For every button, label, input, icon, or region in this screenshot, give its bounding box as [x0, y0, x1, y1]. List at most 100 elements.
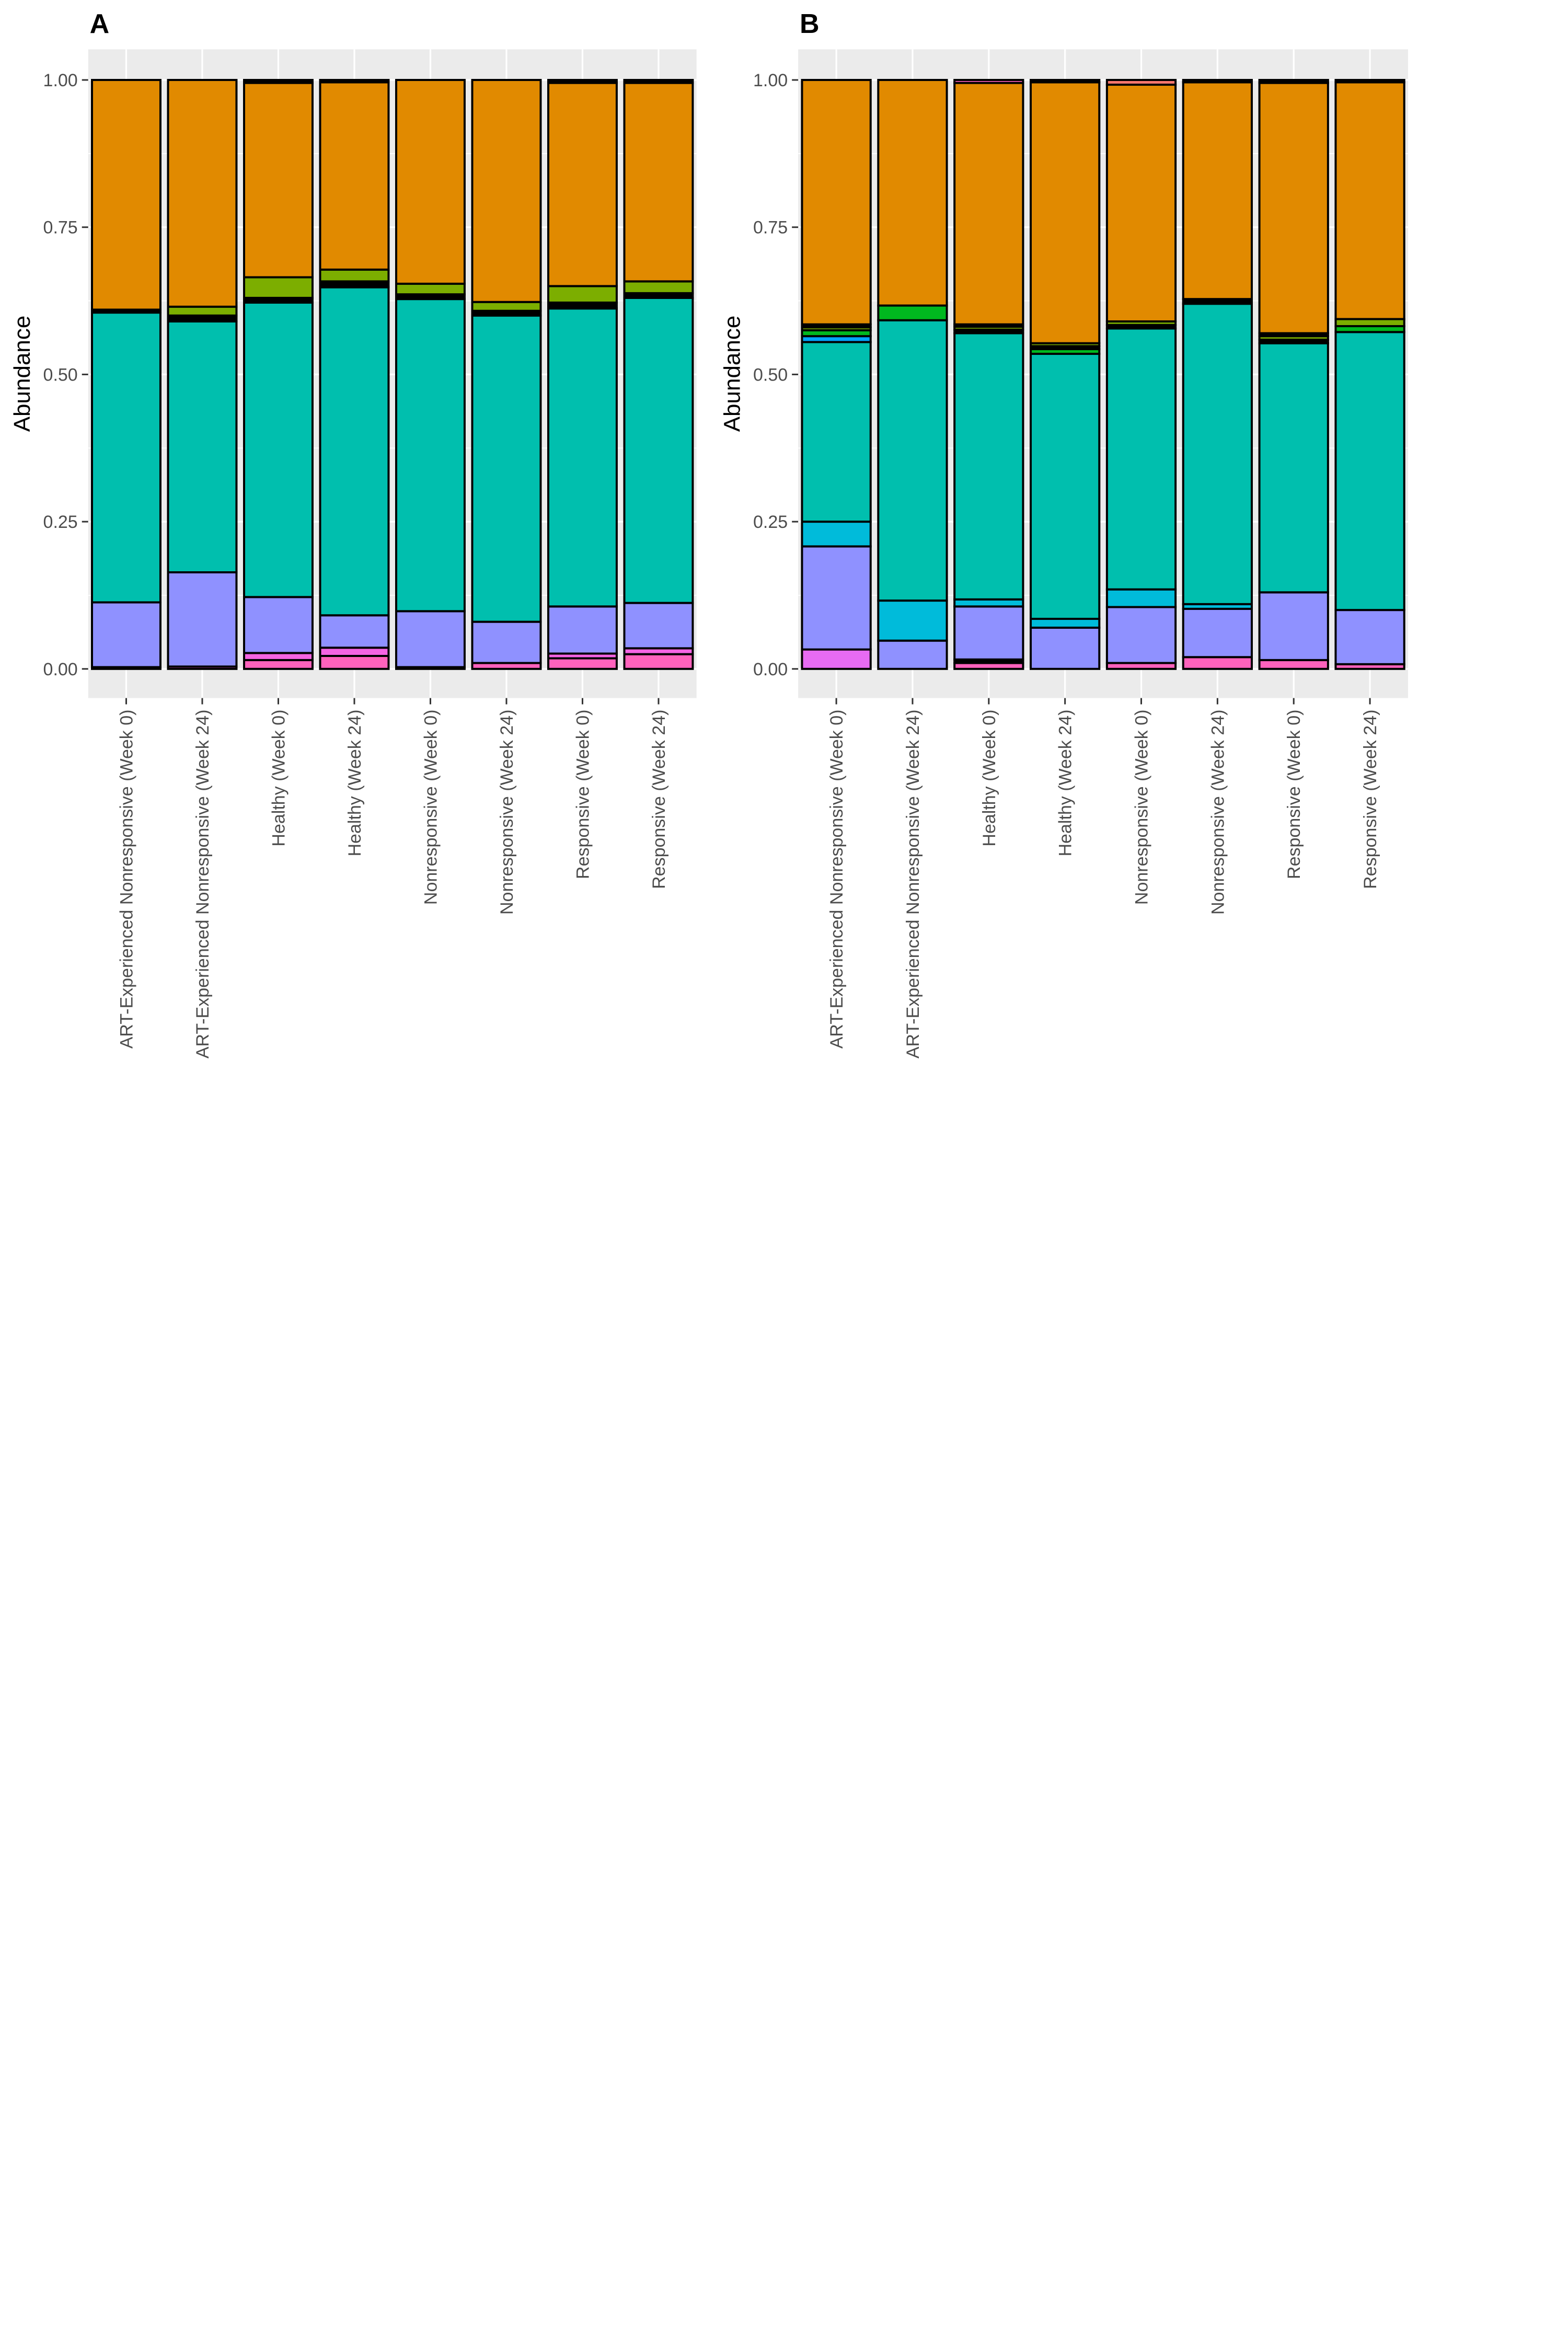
bar-segment	[877, 639, 948, 670]
bar-2	[167, 79, 238, 670]
x-tick-label: Responsive (Week 0)	[1284, 710, 1304, 879]
panel-label: B	[800, 9, 820, 39]
bar-segment	[243, 652, 314, 661]
bar-segment	[1258, 342, 1329, 594]
bar-segment	[1030, 618, 1101, 629]
bar-segment	[801, 648, 872, 670]
y-tick-label: 0.50	[753, 365, 788, 385]
bar-segment	[547, 79, 618, 84]
y-tick-label: 0.00	[753, 660, 788, 679]
y-tick-label: 0.25	[43, 512, 78, 532]
bar-segment	[319, 655, 390, 670]
bar-segment	[623, 653, 694, 670]
bar-segment	[471, 620, 542, 664]
bar-segment	[167, 320, 238, 573]
x-tick-label: Nonresponsive (Week 0)	[1132, 710, 1152, 905]
bar-segment	[395, 282, 466, 296]
bar-segment	[167, 79, 238, 308]
bar-segment	[953, 332, 1024, 601]
bar-segment	[1105, 84, 1177, 322]
x-tick-label: ART-Experienced Nonresponsive (Week 24)	[903, 710, 923, 1059]
y-tick-label: 1.00	[753, 71, 788, 90]
bar-segment	[319, 268, 390, 283]
x-tick-label: Healthy (Week 0)	[269, 710, 289, 847]
bar-7	[1258, 79, 1329, 670]
bar-segment	[1105, 588, 1177, 608]
y-tick-label: 1.00	[43, 71, 78, 90]
bar-segment	[877, 79, 948, 307]
x-tick-label: ART-Experienced Nonresponsive (Week 0)	[827, 710, 847, 1049]
bar-segment	[167, 571, 238, 668]
bar-segment	[1030, 352, 1101, 620]
bar-segment	[319, 647, 390, 658]
bar-segment	[91, 79, 162, 311]
bar-4	[1030, 79, 1101, 670]
bar-segment	[547, 657, 618, 670]
bar-segment	[1334, 81, 1405, 320]
bar-segment	[801, 545, 872, 651]
bar-segment	[547, 82, 618, 287]
x-tick-label: Healthy (Week 24)	[345, 710, 365, 857]
bar-segment	[1334, 318, 1405, 328]
bar-8	[623, 79, 694, 670]
bar-segment	[1182, 303, 1253, 605]
bar-segment	[547, 285, 618, 304]
bar-segment	[623, 82, 694, 283]
bar-6	[1182, 79, 1253, 670]
bar-5	[395, 79, 466, 670]
bar-segment	[395, 610, 466, 668]
bar-segment	[953, 79, 1024, 84]
bar-segment	[877, 599, 948, 642]
bar-segment	[1105, 606, 1177, 664]
y-tick-label: 0.50	[43, 365, 78, 385]
panel-B: 0.00 0.25 0.50 0.75 1.00 ART-Experienced Nonr…	[720, 9, 1408, 1058]
bar-segment	[243, 301, 314, 598]
bar-segment	[1182, 607, 1253, 659]
y-axis-title: Abundance	[9, 316, 35, 432]
bar-segment	[1334, 331, 1405, 612]
bar-segment	[801, 341, 872, 523]
y-tick-label: 0.75	[753, 218, 788, 238]
bar-segment	[243, 659, 314, 670]
bar-segment	[547, 307, 618, 608]
bar-5	[1105, 79, 1177, 670]
bar-segment	[1334, 79, 1405, 84]
x-tick-label: Responsive (Week 24)	[649, 710, 669, 889]
bar-segment	[1105, 327, 1177, 591]
bar-segment	[623, 602, 694, 650]
bar-segment	[1030, 626, 1101, 670]
bar-segment	[91, 601, 162, 668]
bar-segment	[471, 314, 542, 623]
bar-segment	[623, 280, 694, 294]
panel-A: 0.00 0.25 0.50 0.75 1.00 ART-Experienced Nonr…	[9, 9, 697, 1058]
y-axis-title: Abundance	[720, 316, 745, 432]
bar-segment	[1258, 659, 1329, 670]
x-tick-label: Responsive (Week 24)	[1361, 710, 1380, 889]
y-tick-label: 0.25	[753, 512, 788, 532]
bar-segment	[319, 286, 390, 617]
bar-segment	[1258, 591, 1329, 661]
x-tick-label: Nonresponsive (Week 24)	[1208, 710, 1228, 915]
bar-segment	[91, 312, 162, 604]
x-tick-label: Healthy (Week 0)	[979, 710, 999, 847]
x-tick-label: ART-Experienced Nonresponsive (Week 24)	[193, 710, 213, 1059]
bar-segment	[243, 82, 314, 279]
bar-segment	[395, 79, 466, 285]
bar-segment	[953, 82, 1024, 326]
bar-segment	[319, 81, 390, 271]
bar-segment	[471, 301, 542, 312]
bar-segment	[471, 79, 542, 303]
bar-segment	[167, 305, 238, 317]
panel-label: A	[90, 9, 110, 39]
bar-segment	[243, 596, 314, 654]
bar-segment	[319, 79, 390, 84]
y-tick-label: 0.00	[43, 660, 78, 679]
x-tick-label: Nonresponsive (Week 24)	[497, 710, 517, 915]
bar-1	[91, 79, 162, 670]
bar-7	[547, 79, 618, 670]
bar-6	[471, 79, 542, 670]
bar-segment	[1182, 79, 1253, 84]
bar-8	[1334, 79, 1405, 670]
bar-segment	[801, 521, 872, 548]
